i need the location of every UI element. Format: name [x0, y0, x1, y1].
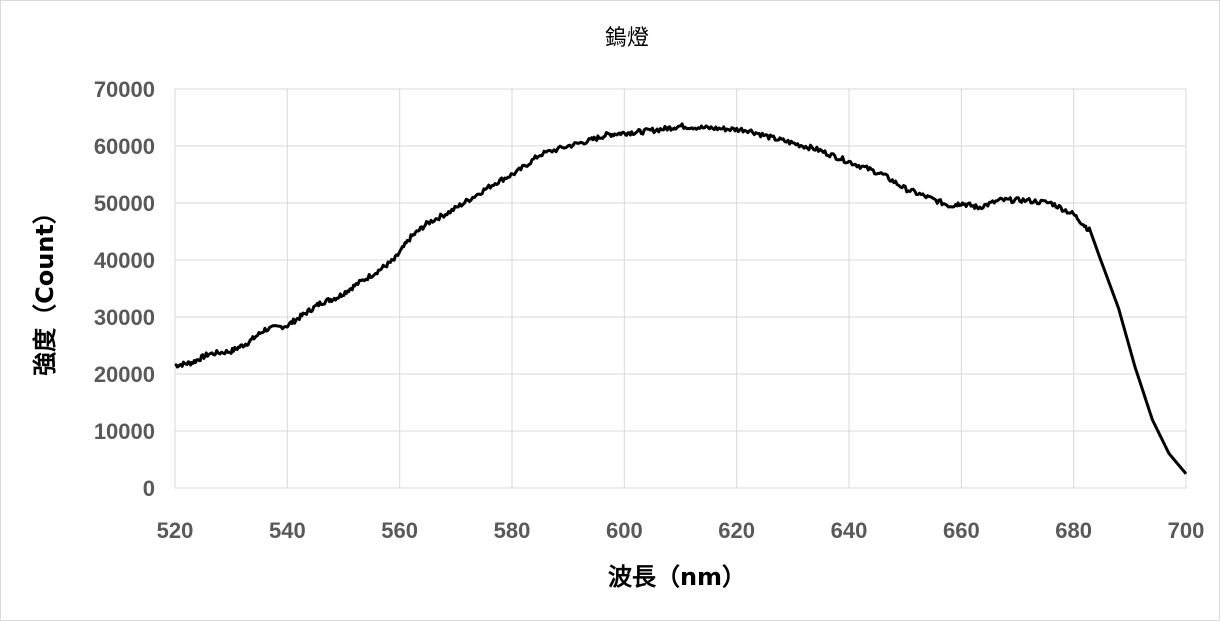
x-tick-label: 580 — [494, 518, 531, 543]
x-tick-label: 620 — [718, 518, 755, 543]
x-tick-label: 660 — [943, 518, 980, 543]
x-tick-label: 520 — [157, 518, 194, 543]
spectrum-line — [174, 122, 1188, 475]
x-tick-label: 560 — [381, 518, 418, 543]
y-tick-label: 20000 — [94, 362, 155, 387]
x-tick-label: 540 — [269, 518, 306, 543]
x-tick-labels: 520 540 560 580 600 620 640 660 680 700 — [157, 518, 1205, 543]
x-tick-label: 640 — [831, 518, 868, 543]
y-tick-label: 0 — [143, 476, 155, 501]
x-tick-label: 680 — [1055, 518, 1092, 543]
y-axis-title: 強度（Count） — [31, 200, 59, 376]
y-tick-labels: 0 10000 20000 30000 40000 50000 60000 70000 — [94, 77, 155, 501]
x-axis-title: 波長（nm） — [608, 563, 746, 591]
x-tick-label: 700 — [1168, 518, 1205, 543]
x-tick-label: 600 — [606, 518, 643, 543]
y-tick-label: 40000 — [94, 248, 155, 273]
y-tick-label: 30000 — [94, 305, 155, 330]
y-tick-label: 70000 — [94, 77, 155, 102]
gridlines — [174, 88, 1187, 489]
chart-title: 鎢燈 — [605, 26, 649, 51]
y-tick-label: 50000 — [94, 191, 155, 216]
y-tick-label: 10000 — [94, 419, 155, 444]
y-tick-label: 60000 — [94, 134, 155, 159]
